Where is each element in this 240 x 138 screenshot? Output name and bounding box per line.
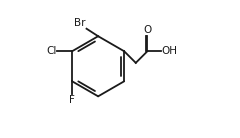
Text: OH: OH	[162, 46, 178, 56]
Text: Cl: Cl	[46, 46, 57, 56]
Text: Br: Br	[74, 18, 86, 28]
Text: O: O	[143, 25, 151, 35]
Text: F: F	[69, 95, 75, 105]
